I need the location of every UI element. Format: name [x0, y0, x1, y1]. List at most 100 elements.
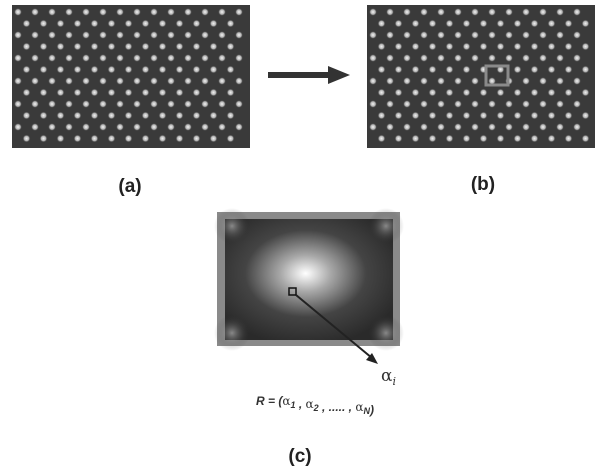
- lattice-dot: [74, 112, 82, 120]
- lattice-dot: [99, 77, 107, 85]
- lattice-dot: [48, 123, 56, 131]
- lattice-dot: [40, 89, 48, 97]
- lattice-dot: [573, 123, 581, 131]
- lattice-dot: [125, 20, 133, 28]
- lattice-dot: [210, 20, 218, 28]
- lattice-dot: [395, 112, 403, 120]
- lattice-dot: [403, 54, 411, 62]
- lattice-dot: [176, 112, 184, 120]
- lattice-dot: [210, 89, 218, 97]
- lattice-dot: [193, 89, 201, 97]
- lattice-dot: [40, 66, 48, 74]
- formula-separator: ,: [345, 400, 355, 414]
- lattice-dot: [378, 89, 386, 97]
- lattice-dot: [142, 66, 150, 74]
- lattice-dot: [480, 20, 488, 28]
- lattice-dot: [116, 77, 124, 85]
- lattice-dot: [412, 20, 420, 28]
- lattice-dot: [565, 112, 573, 120]
- lattice-dot: [14, 8, 22, 16]
- lattice-dot: [201, 123, 209, 131]
- lattice-dot: [108, 20, 116, 28]
- lattice-dot: [57, 66, 65, 74]
- lattice-dot: [57, 20, 65, 28]
- lattice-dot: [150, 123, 158, 131]
- lattice-dot: [429, 89, 437, 97]
- lattice-dot: [125, 135, 133, 143]
- lattice-dot: [531, 43, 539, 51]
- lattice-dot: [395, 89, 403, 97]
- lattice-dot: [167, 31, 175, 39]
- lattice-dot: [91, 66, 99, 74]
- lattice-dot: [159, 43, 167, 51]
- lattice-dot: [412, 112, 420, 120]
- lattice-dot: [505, 100, 513, 108]
- lattice-dot: [420, 77, 428, 85]
- pixel-annotation: αi: [381, 366, 396, 388]
- lattice-dot: [99, 100, 107, 108]
- lattice-dot: [108, 66, 116, 74]
- lattice-dot: [150, 8, 158, 16]
- lattice-dot: [142, 135, 150, 143]
- lattice-dot: [403, 77, 411, 85]
- lattice-dot: [218, 8, 226, 16]
- lattice-dot: [412, 66, 420, 74]
- lattice-dot: [176, 20, 184, 28]
- lattice-dot: [91, 89, 99, 97]
- lattice-dot: [227, 66, 235, 74]
- lattice-dot: [412, 43, 420, 51]
- lattice-dot: [369, 8, 377, 16]
- lattice-dot: [31, 54, 39, 62]
- lattice-dot: [582, 66, 590, 74]
- lattice-dot: [176, 66, 184, 74]
- lattice-dot: [556, 123, 564, 131]
- lattice-dot: [184, 8, 192, 16]
- lattice-dot: [48, 100, 56, 108]
- lattice-dot: [463, 89, 471, 97]
- lattice-dot: [548, 43, 556, 51]
- lattice-dot: [386, 77, 394, 85]
- lattice-dot: [167, 123, 175, 131]
- lattice-dot: [176, 89, 184, 97]
- lattice-dot: [395, 43, 403, 51]
- formula-separator: ,: [319, 400, 329, 414]
- lattice-dot: [514, 20, 522, 28]
- arrow: [268, 66, 350, 84]
- lattice-dot: [82, 100, 90, 108]
- lattice-dot: [176, 135, 184, 143]
- lattice-dot: [378, 66, 386, 74]
- lattice-dot: [133, 123, 141, 131]
- lattice-dot: [514, 43, 522, 51]
- lattice-dot: [573, 31, 581, 39]
- lattice-dot: [82, 54, 90, 62]
- panel-label: (c): [288, 446, 311, 467]
- lattice-dot: [210, 112, 218, 120]
- lattice-dot: [99, 31, 107, 39]
- formula-separator: ,: [296, 397, 306, 411]
- lattice-dot: [65, 123, 73, 131]
- lattice-dot: [573, 100, 581, 108]
- lattice-dot: [369, 100, 377, 108]
- lattice-dot: [31, 8, 39, 16]
- lattice-dot: [184, 31, 192, 39]
- lattice-dot: [454, 123, 462, 131]
- lattice-dot: [235, 100, 243, 108]
- lattice-dot: [565, 89, 573, 97]
- lattice-dot: [395, 66, 403, 74]
- lattice-dot: [497, 89, 505, 97]
- lattice-dot: [386, 8, 394, 16]
- lattice-dot: [23, 89, 31, 97]
- lattice-dot: [565, 20, 573, 28]
- lattice-dot: [82, 123, 90, 131]
- lattice-dot: [108, 89, 116, 97]
- lattice-dot: [386, 123, 394, 131]
- lattice-dot: [210, 135, 218, 143]
- lattice-dot: [446, 66, 454, 74]
- lattice-dot: [437, 77, 445, 85]
- lattice-dot: [235, 8, 243, 16]
- lattice-dot: [57, 89, 65, 97]
- lattice-dot: [125, 43, 133, 51]
- lattice-dot: [218, 123, 226, 131]
- lattice-dot: [437, 31, 445, 39]
- lattice-dot: [369, 54, 377, 62]
